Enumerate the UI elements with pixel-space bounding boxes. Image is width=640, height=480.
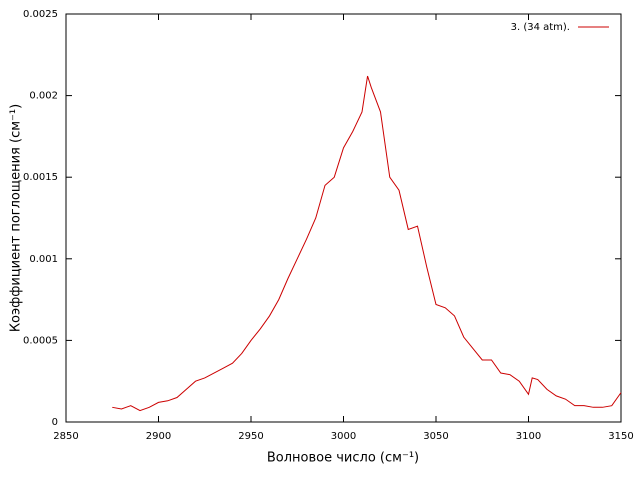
- y-tick-label: 0.0015: [23, 172, 58, 183]
- x-tick-label: 3000: [331, 431, 356, 442]
- x-tick-label: 3150: [608, 431, 633, 442]
- x-tick-label: 3100: [516, 431, 541, 442]
- x-tick-label: 3050: [423, 431, 448, 442]
- x-tick-label: 2950: [238, 431, 263, 442]
- legend-label: 3. (34 atm).: [511, 22, 570, 33]
- x-tick-label: 2850: [53, 431, 78, 442]
- y-tick-label: 0.0025: [23, 9, 58, 20]
- plot-frame: [65, 13, 622, 423]
- y-tick-label: 0.002: [29, 91, 58, 102]
- x-tick-label: 2900: [146, 431, 171, 442]
- y-tick-label: 0.001: [29, 254, 58, 265]
- y-axis-label: Коэффициент поглощения (см⁻¹): [9, 104, 24, 332]
- y-tick-label: 0: [52, 417, 58, 428]
- y-tick-label: 0.0005: [23, 335, 58, 346]
- data-line: [112, 75, 622, 412]
- x-axis-label: Волновое число (см⁻¹): [267, 451, 419, 466]
